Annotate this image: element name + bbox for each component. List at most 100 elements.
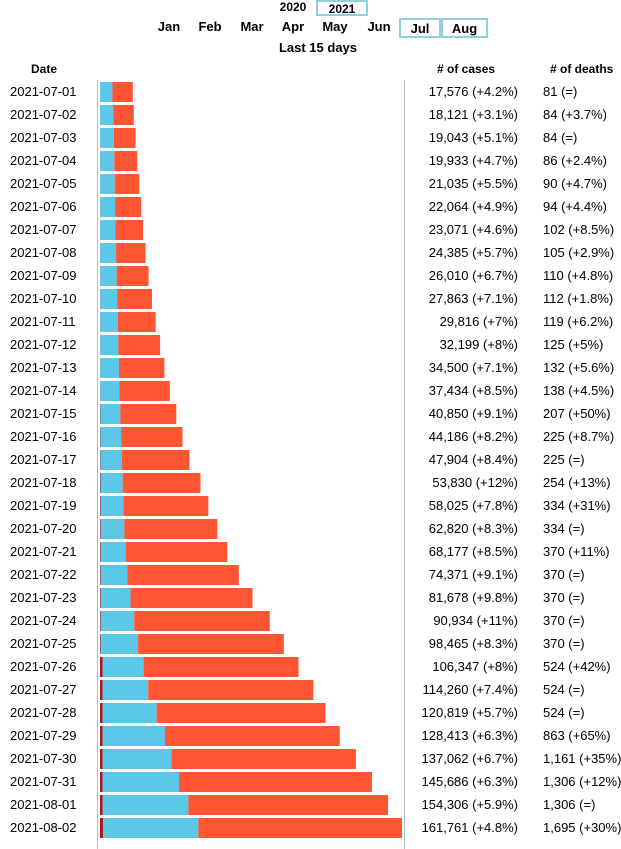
bar-active (117, 289, 153, 309)
month-apr-button[interactable]: Apr (281, 19, 305, 34)
date-label: 2021-07-12 (10, 337, 77, 352)
cases-label: 19,933 (+4.7%) (429, 153, 518, 168)
bar-active (118, 358, 165, 378)
deaths-label: 94 (+4.4%) (543, 199, 607, 214)
date-label: 2021-07-01 (10, 84, 77, 99)
bar-deaths (100, 657, 103, 677)
date-label: 2021-07-15 (10, 406, 77, 421)
bar-active (122, 473, 201, 493)
bar-active (171, 749, 356, 769)
deaths-label: 254 (+13%) (543, 475, 611, 490)
date-column-header: Date (31, 62, 58, 76)
bar-deaths (100, 726, 103, 746)
date-label: 2021-07-13 (10, 360, 77, 375)
cases-label: 81,678 (+9.8%) (429, 590, 518, 605)
bar-deaths (100, 611, 101, 631)
cases-label: 98,465 (+8.3%) (429, 636, 518, 651)
bar-recovered (100, 611, 135, 631)
bar-active (143, 657, 299, 677)
date-label: 2021-07-08 (10, 245, 77, 260)
month-may-button[interactable]: May (322, 19, 348, 34)
deaths-label: 370 (+11%) (543, 544, 610, 559)
month-jul-button[interactable]: Jul (399, 18, 441, 38)
bar-deaths (100, 496, 101, 516)
bar-active (127, 565, 239, 585)
month-feb-button[interactable]: Feb (198, 19, 222, 34)
bar-recovered (100, 266, 117, 286)
bar-active (179, 772, 372, 792)
bar-deaths (100, 542, 101, 562)
cases-label: 26,010 (+6.7%) (429, 268, 518, 283)
month-jun-button[interactable]: Jun (367, 19, 391, 34)
bar-recovered (100, 243, 117, 263)
bar-recovered (100, 82, 113, 102)
deaths-label: 125 (+5%) (543, 337, 603, 352)
date-label: 2021-07-30 (10, 751, 77, 766)
month-mar-button[interactable]: Mar (240, 19, 264, 34)
bar-recovered (100, 289, 118, 309)
deaths-label: 84 (=) (543, 130, 577, 145)
bar-recovered (100, 105, 114, 125)
deaths-column-header: # of deaths (550, 62, 614, 76)
deaths-label: 225 (=) (543, 452, 585, 467)
cases-label: 145,686 (+6.3%) (422, 774, 518, 789)
bar-active (130, 588, 253, 608)
deaths-label: 1,306 (+12%) (543, 774, 621, 789)
deaths-label: 1,161 (+35%) (543, 751, 621, 766)
date-label: 2021-07-07 (10, 222, 77, 237)
bar-recovered (102, 657, 144, 677)
cases-label: 34,500 (+7.1%) (429, 360, 518, 375)
date-label: 2021-07-26 (10, 659, 77, 674)
bar-active (148, 680, 314, 700)
bar-recovered (100, 358, 119, 378)
bar-recovered (100, 542, 126, 562)
bar-active (113, 128, 136, 148)
date-label: 2021-07-05 (10, 176, 77, 191)
cases-label: 154,306 (+5.9%) (422, 797, 518, 812)
cases-label: 18,121 (+3.1%) (429, 107, 518, 122)
year-2021-button[interactable]: 2021 (316, 0, 368, 16)
month-aug-button[interactable]: Aug (441, 18, 488, 38)
date-label: 2021-07-03 (10, 130, 77, 145)
year-2020-button[interactable]: 2020 (279, 0, 307, 14)
deaths-label: 370 (=) (543, 590, 585, 605)
cases-label: 47,904 (+8.4%) (429, 452, 518, 467)
bar-active (121, 450, 190, 470)
bar-active (114, 151, 138, 171)
date-label: 2021-07-27 (10, 682, 77, 697)
deaths-label: 112 (+1.8%) (543, 291, 613, 306)
bar-recovered (100, 128, 114, 148)
cases-label: 22,064 (+4.9%) (429, 199, 518, 214)
deaths-label: 110 (+4.8%) (543, 268, 613, 283)
date-label: 2021-07-09 (10, 268, 77, 283)
date-label: 2021-07-02 (10, 107, 77, 122)
cases-label: 114,260 (+7.4%) (422, 682, 518, 697)
bar-active (165, 726, 340, 746)
month-jan-button[interactable]: Jan (157, 19, 181, 34)
cases-label: 17,576 (+4.2%) (429, 84, 518, 99)
cases-label: 128,413 (+6.3%) (422, 728, 518, 743)
cases-label: 53,830 (+12%) (432, 475, 518, 490)
bar-recovered (100, 634, 139, 654)
bar-recovered (102, 795, 189, 815)
bar-deaths (100, 565, 101, 585)
bar-active (124, 519, 218, 539)
date-label: 2021-07-22 (10, 567, 77, 582)
cases-label: 32,199 (+8%) (440, 337, 518, 352)
deaths-label: 81 (=) (543, 84, 577, 99)
year-selector: 2020 2021 (0, 0, 621, 16)
date-label: 2021-07-29 (10, 728, 77, 743)
bar-active (118, 335, 161, 355)
bar-deaths (100, 772, 103, 792)
date-label: 2021-07-20 (10, 521, 77, 536)
deaths-label: 132 (+5.6%) (543, 360, 614, 375)
deaths-label: 102 (+8.5%) (543, 222, 614, 237)
cases-label: 27,863 (+7.1%) (429, 291, 518, 306)
deaths-label: 370 (=) (543, 613, 585, 628)
bar-active (134, 611, 270, 631)
cases-label: 58,025 (+7.8%) (429, 498, 518, 513)
date-label: 2021-07-24 (10, 613, 77, 628)
bar-recovered (100, 151, 115, 171)
date-label: 2021-07-21 (10, 544, 77, 559)
